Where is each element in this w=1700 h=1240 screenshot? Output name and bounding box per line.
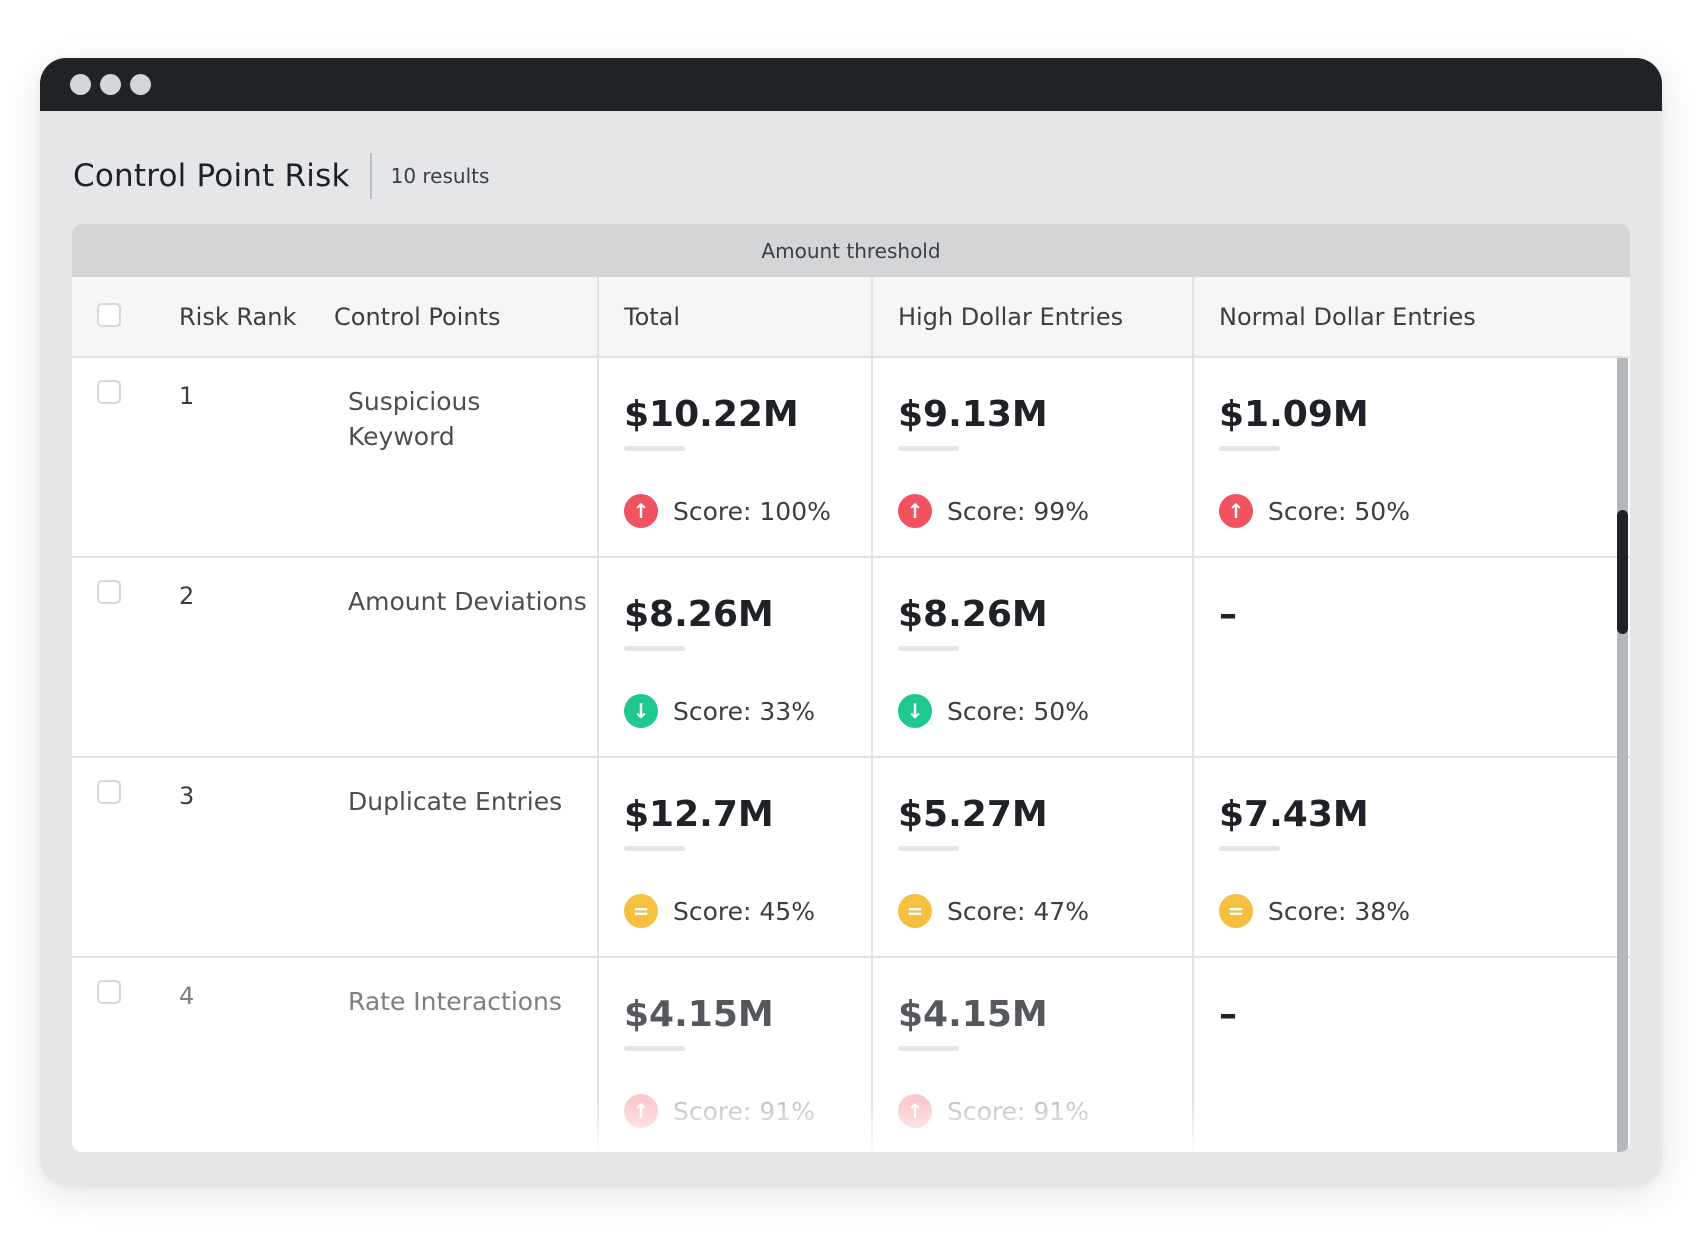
score-indicator: ↓ Score: 33%: [624, 694, 815, 728]
score-indicator: = Score: 38%: [1219, 894, 1410, 928]
arrow-down-icon: ↓: [624, 694, 658, 728]
high-amount: $8.26M: [898, 594, 1048, 635]
total-amount: $8.26M: [624, 594, 774, 635]
arrow-up-icon: ↑: [1219, 494, 1253, 528]
normal-amount: $1.09M: [1219, 394, 1369, 435]
risk-rank: 3: [179, 782, 195, 810]
amount-underline: [898, 846, 959, 851]
row-checkbox[interactable]: [97, 380, 121, 404]
total-amount: $10.22M: [624, 394, 799, 435]
control-point-name[interactable]: Amount Deviations: [348, 587, 587, 616]
page-title: Control Point Risk: [73, 158, 350, 194]
total-cell: $8.26M ↓ Score: 33%: [597, 560, 871, 758]
column-header-total[interactable]: Total: [624, 302, 681, 331]
amount-threshold-header: Amount threshold: [72, 224, 1630, 277]
column-divider: [1192, 277, 1194, 1152]
equal-icon: =: [1219, 894, 1253, 928]
row-checkbox[interactable]: [97, 780, 121, 804]
window-dot-minimize[interactable]: [100, 74, 121, 95]
amount-underline: [624, 646, 685, 651]
amount-underline: [1219, 446, 1280, 451]
amount-underline: [898, 646, 959, 651]
window-dot-maximize[interactable]: [130, 74, 151, 95]
table-row[interactable]: 3 Duplicate Entries $12.7M = Score: 45% $5.27…: [72, 760, 1630, 958]
high-amount: $4.15M: [898, 994, 1048, 1035]
column-header-normal-dollar[interactable]: Normal Dollar Entries: [1219, 302, 1476, 331]
score-value: Score: 100%: [673, 496, 831, 526]
risk-table: Amount threshold Risk Rank Control Point…: [72, 224, 1630, 1152]
normal-cell: –: [1192, 960, 1617, 1152]
score-value: Score: 33%: [673, 696, 815, 726]
high-amount: $9.13M: [898, 394, 1048, 435]
normal-cell: $7.43M = Score: 38%: [1192, 760, 1617, 958]
score-value: Score: 45%: [673, 896, 815, 926]
result-count: 10 results: [390, 164, 490, 188]
high-cell: $9.13M ↑ Score: 99%: [871, 360, 1192, 558]
column-header-high-dollar[interactable]: High Dollar Entries: [898, 302, 1124, 331]
high-amount: $5.27M: [898, 794, 1048, 835]
select-all-checkbox[interactable]: [97, 303, 121, 327]
amount-underline: [898, 446, 959, 451]
score-value: Score: 50%: [947, 696, 1089, 726]
column-header-control-points[interactable]: Control Points: [334, 302, 501, 331]
table-row[interactable]: 2 Amount Deviations $8.26M ↓ Score: 33% $8.26…: [72, 560, 1630, 758]
total-cell: $12.7M = Score: 45%: [597, 760, 871, 958]
normal-cell: –: [1192, 560, 1617, 758]
arrow-down-icon: ↓: [898, 694, 932, 728]
equal-icon: =: [624, 894, 658, 928]
high-cell: $5.27M = Score: 47%: [871, 760, 1192, 958]
normal-amount: $7.43M: [1219, 794, 1369, 835]
table-header-row: Risk Rank Control Points Total High Doll…: [72, 277, 1630, 358]
normal-cell: $1.09M ↑ Score: 50%: [1192, 360, 1617, 558]
risk-rank: 2: [179, 582, 195, 610]
empty-value: –: [1219, 994, 1237, 1035]
column-header-risk-rank[interactable]: Risk Rank: [179, 302, 297, 331]
equal-icon: =: [898, 894, 932, 928]
window-dot-close[interactable]: [70, 74, 91, 95]
scrollbar-thumb[interactable]: [1617, 510, 1628, 634]
risk-rank: 4: [179, 982, 195, 1010]
amount-underline: [624, 446, 685, 451]
total-amount: $4.15M: [624, 994, 774, 1035]
scrollbar-track[interactable]: [1617, 358, 1628, 1152]
arrow-up-icon: ↑: [898, 494, 932, 528]
control-point-name[interactable]: Duplicate Entries: [348, 787, 563, 816]
amount-underline: [624, 1046, 685, 1051]
score-indicator: ↑ Score: 50%: [1219, 494, 1410, 528]
amount-underline: [624, 846, 685, 851]
list-fade-overlay: [72, 1102, 1617, 1152]
header-divider: [369, 153, 372, 199]
window-titlebar: [40, 58, 1662, 111]
control-point-name[interactable]: Rate Interactions: [348, 987, 562, 1016]
score-value: Score: 38%: [1268, 896, 1410, 926]
amount-underline: [1219, 846, 1280, 851]
control-point-name[interactable]: Suspicious Keyword: [348, 387, 481, 451]
arrow-up-icon: ↑: [624, 494, 658, 528]
total-amount: $12.7M: [624, 794, 774, 835]
score-indicator: ↑ Score: 99%: [898, 494, 1089, 528]
amount-underline: [898, 1046, 959, 1051]
score-indicator: = Score: 45%: [624, 894, 815, 928]
row-checkbox[interactable]: [97, 580, 121, 604]
app-window: Control Point Risk 10 results Amount thr…: [40, 58, 1662, 1184]
high-cell: $8.26M ↓ Score: 50%: [871, 560, 1192, 758]
score-indicator: ↑ Score: 100%: [624, 494, 831, 528]
score-indicator: = Score: 47%: [898, 894, 1089, 928]
risk-rank: 1: [179, 382, 195, 410]
empty-value: –: [1219, 594, 1237, 635]
score-indicator: ↓ Score: 50%: [898, 694, 1089, 728]
score-value: Score: 99%: [947, 496, 1089, 526]
column-divider: [597, 277, 599, 1152]
score-value: Score: 47%: [947, 896, 1089, 926]
amount-threshold-label: Amount threshold: [761, 238, 941, 263]
table-row[interactable]: 1 Suspicious Keyword $10.22M ↑ Score: 100% $9…: [72, 360, 1630, 558]
column-divider: [871, 277, 873, 1152]
page-header: Control Point Risk 10 results: [73, 148, 489, 204]
total-cell: $10.22M ↑ Score: 100%: [597, 360, 871, 558]
row-checkbox[interactable]: [97, 980, 121, 1004]
score-value: Score: 50%: [1268, 496, 1410, 526]
